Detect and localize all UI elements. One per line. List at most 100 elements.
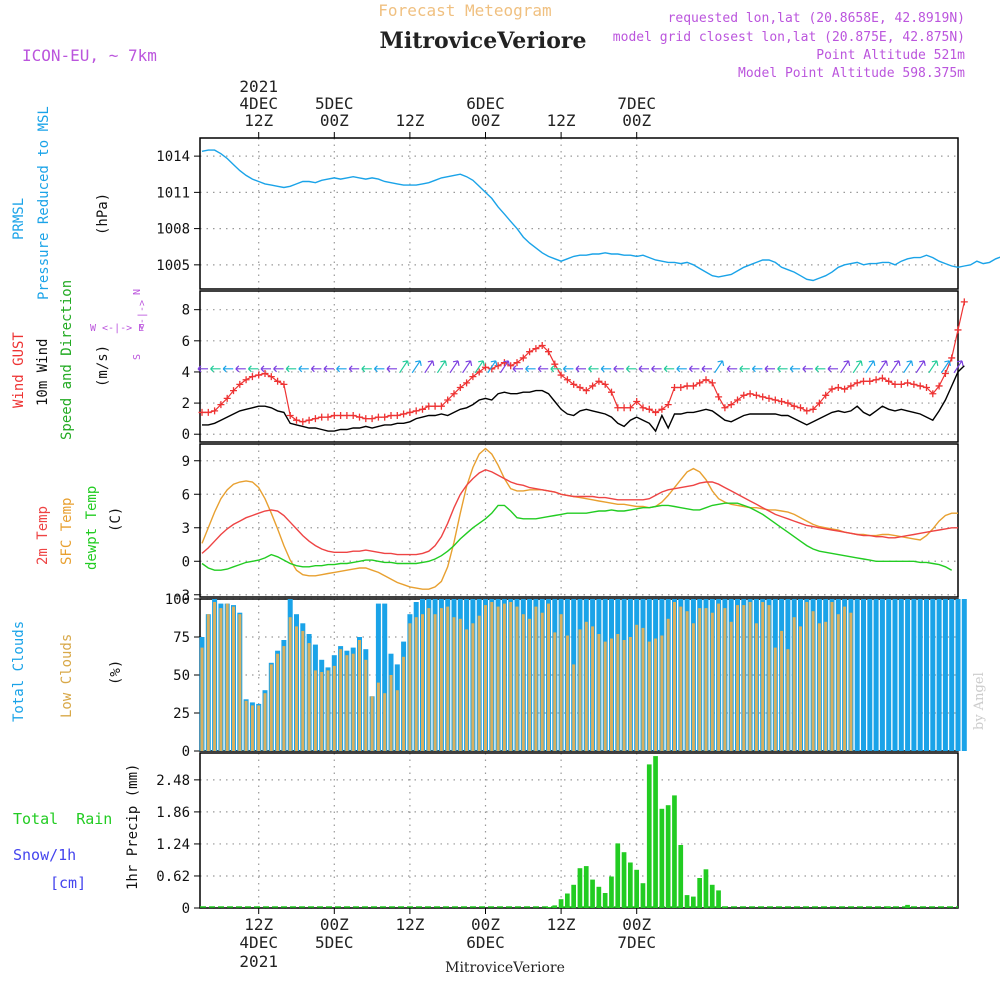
- total-cloud-bar: [936, 599, 942, 751]
- wind-gust-point: [960, 298, 968, 306]
- wind-gust-point: [626, 404, 634, 412]
- wind-gust-point: [576, 384, 584, 392]
- low-cloud-bar: [584, 621, 588, 751]
- total-cloud-bar: [961, 599, 967, 751]
- top-date-label: 6DEC: [466, 94, 505, 113]
- bottom-date-label: 6DEC: [466, 933, 505, 952]
- low-cloud-bar: [559, 614, 563, 751]
- wind-gust-point: [727, 401, 735, 409]
- wind-gust-point: [790, 402, 798, 410]
- wind-gust-point: [274, 377, 282, 385]
- sfc-temp-line: [201, 447, 958, 590]
- top-hour-label: 00Z: [320, 111, 349, 130]
- point-altitude: Point Altitude 521m: [816, 48, 965, 63]
- temperature-ytick-label: 6: [182, 487, 190, 503]
- wind-gust-point: [236, 380, 244, 388]
- pressure-ytick-label: 1011: [156, 185, 190, 201]
- pressure-panel: 1005 1008 1011 1014: [156, 137, 959, 290]
- wind-gust-point: [456, 384, 464, 392]
- low-cloud-bar: [345, 655, 349, 751]
- precip-unit: 1hr Precip (mm): [125, 764, 141, 890]
- precipitation-ytick-label: 1.86: [156, 805, 190, 821]
- wind-gust-point: [608, 388, 615, 396]
- total-cloud-bar: [382, 603, 388, 751]
- wind-gust-point: [652, 408, 660, 416]
- clouds-ytick-label: 100: [165, 592, 190, 608]
- low-cloud-bar: [509, 602, 513, 751]
- cloud-labels: Total Clouds Low Clouds (%): [11, 621, 124, 722]
- low-cloud-bar: [225, 603, 229, 751]
- wind-direction-arrow: [764, 365, 775, 373]
- wind-gust-point: [217, 401, 225, 409]
- wind-direction-arrow: [399, 360, 410, 374]
- low-cloud-bar: [635, 624, 639, 751]
- clouds-unit: (%): [108, 660, 124, 685]
- wind-gust-point: [853, 379, 861, 387]
- wind-gust-point: [526, 348, 534, 356]
- wind-ytick-label: 2: [182, 396, 190, 412]
- wind-gust-point: [620, 404, 628, 412]
- low-cloud-bar: [213, 602, 217, 751]
- low-cloud-bar: [502, 603, 506, 751]
- pressure-ytick-label: 1005: [156, 258, 190, 274]
- wind-ytick-label: 6: [182, 334, 190, 350]
- top-date-label: 5DEC: [315, 94, 354, 113]
- low-cloud-bar: [622, 640, 626, 751]
- precip-bar: [678, 845, 684, 908]
- wind-direction-arrow: [260, 365, 271, 373]
- wind-gust-point: [324, 413, 332, 421]
- total-cloud-bar: [854, 599, 860, 751]
- pressure-label-name: Pressure Reduced to MSL: [36, 106, 52, 300]
- top-hour-label: 00Z: [622, 111, 651, 130]
- low-cloud-bar: [685, 611, 689, 751]
- precip-bar: [583, 866, 589, 908]
- temp-unit: (C): [108, 507, 124, 532]
- low-cloud-bar: [811, 611, 815, 751]
- pressure-ytick-label: 1014: [156, 149, 190, 165]
- low-cloud-bar: [723, 608, 727, 751]
- temp-labels: 2m Temp SFC Temp dewpt Temp (C): [35, 486, 124, 570]
- precip-bar: [590, 879, 595, 908]
- precip-bar: [646, 764, 652, 908]
- low-cloud-bar: [540, 612, 544, 751]
- wind-direction-arrow: [298, 365, 309, 373]
- total-cloud-bar: [949, 599, 955, 751]
- wind-direction-arrow: [550, 365, 561, 373]
- compass-we: W <-|-> E: [90, 323, 144, 334]
- precip-bar: [552, 905, 558, 908]
- precip-bar: [665, 805, 671, 908]
- wind-gust-point: [211, 407, 219, 415]
- precipitation-ytick-label: 0: [182, 901, 190, 917]
- precip-bar: [886, 906, 891, 908]
- total-clouds-label: Total Clouds: [11, 621, 27, 722]
- wind-gust-point: [223, 394, 231, 402]
- total-cloud-bar: [955, 599, 961, 751]
- wind-gust-point: [374, 413, 382, 421]
- top-date-label: 7DEC: [617, 94, 656, 113]
- low-cloud-bar: [269, 664, 273, 751]
- wind-gust-point: [784, 399, 792, 407]
- temperature-ytick-label: 3: [182, 521, 190, 537]
- wind-gust-point: [349, 412, 357, 420]
- precip-bar: [596, 886, 602, 908]
- wind-direction-arrow: [890, 360, 901, 374]
- low-cloud-bar: [263, 693, 267, 751]
- wind-gust-point: [570, 380, 578, 388]
- low-cloud-bar: [660, 635, 664, 751]
- wind-gust-point: [513, 359, 521, 367]
- low-cloud-bar: [849, 612, 853, 751]
- total-cloud-bar: [886, 599, 892, 751]
- wind-gust-point: [658, 405, 666, 413]
- compass-ns-axis: <-|->: [137, 300, 148, 330]
- wind-direction-arrow: [537, 365, 549, 373]
- wind-gust-point: [935, 382, 943, 390]
- precip-bar: [571, 884, 576, 909]
- closest-lonlat: model grid closest lon,lat (20.875E, 42.…: [613, 30, 965, 45]
- low-cloud-bar: [301, 630, 305, 751]
- wind-gust-point: [248, 373, 256, 381]
- wind-direction-arrow: [588, 365, 599, 373]
- wind-direction-arrow: [865, 360, 876, 374]
- low-cloud-bar: [729, 621, 733, 751]
